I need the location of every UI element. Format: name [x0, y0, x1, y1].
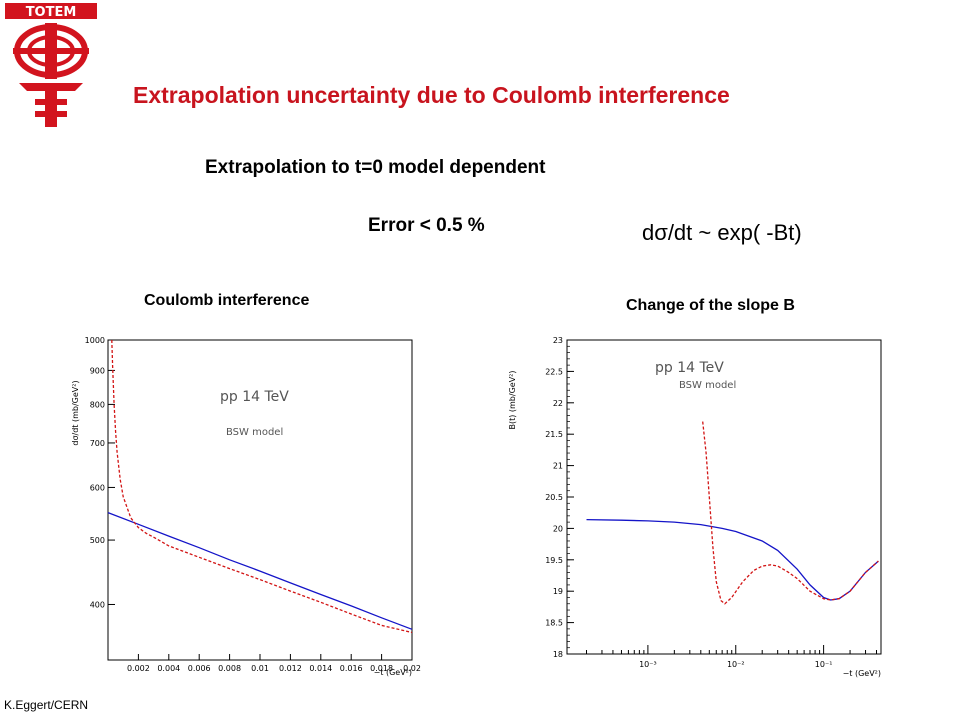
chart2-y-tick-label: 22 [553, 399, 563, 408]
footer-author: K.Eggert/CERN [4, 698, 89, 712]
formula: dσ/dt ~ exp( -Bt) [642, 220, 802, 245]
chart2-series-exponential [586, 518, 879, 601]
chart2-y-tick-label: 19.5 [545, 556, 563, 565]
caption-slope: Change of the slope B [626, 297, 795, 314]
chart2-y-tick-label: 21.5 [545, 430, 563, 439]
chart1-x-tick-label: 0.014 [309, 664, 332, 673]
chart2-x-label: −t (GeV²) [843, 669, 881, 678]
chart2-y-tick-label: 19 [553, 587, 563, 596]
chart2-y-tick-label: 20 [553, 524, 563, 533]
chart2-y-tick-label: 18.5 [545, 619, 563, 628]
chart1-x-tick-label: 0.016 [340, 664, 363, 673]
chart2-x-tick-label: 10⁻¹ [815, 660, 833, 669]
logo-text: TOTEM [26, 5, 77, 20]
chart1-y-tick-label: 800 [90, 400, 105, 409]
chart1-y-tick-label: 400 [90, 600, 105, 609]
chart-coulomb: 0.002 0.004 0.006 0.008 0.01 0.012 0.014 0.016 0… [71, 336, 421, 677]
chart2-y-tick-label: 21 [553, 462, 563, 471]
chart1-x-tick-label: 0.004 [157, 664, 180, 673]
chart1-x-tick-label: 0.012 [279, 664, 302, 673]
chart2-x-tick-label: 10⁻³ [639, 660, 657, 669]
caption-coulomb: Coulomb interference [144, 292, 310, 309]
totem-logo-graphic: TOTEM [5, 3, 97, 127]
chart-slope: 10⁻³ 10⁻² 10⁻¹ 18 18.5 19 19.5 20 20.5 21 21.5 22 22… [508, 336, 882, 678]
chart2-x-tick-label: 10⁻² [727, 660, 745, 669]
slide-title: Extrapolation uncertainty due to Coulomb… [133, 82, 730, 108]
totem-logo: TOTEM [5, 3, 97, 136]
chart1-x-tick-label: 0.01 [251, 664, 269, 673]
chart1-annotation-model: BSW model [226, 427, 283, 438]
chart1-x-tick-label: 0.008 [218, 664, 241, 673]
chart1-y-label: dσ/dt (mb/GeV²) [71, 380, 80, 445]
chart1-series-exponential [107, 511, 413, 630]
chart1-x-label: −t (GeV²) [374, 668, 412, 677]
chart1-y-tick-label: 500 [90, 536, 105, 545]
chart2-y-tick-label: 20.5 [545, 493, 563, 502]
chart2-annotation-model: BSW model [679, 380, 736, 391]
chart1-annotation-energy: pp 14 TeV [220, 389, 289, 405]
subtitle-extrapolation: Extrapolation to t=0 model dependent [205, 157, 546, 178]
chart1-y-tick-label: 900 [90, 366, 105, 375]
chart1-x-tick-label: 0.006 [188, 664, 211, 673]
chart2-y-tick-label: 22.5 [545, 367, 563, 376]
subtitle-error: Error < 0.5 % [368, 215, 485, 236]
chart1-series-coulomb [111, 339, 413, 634]
chart2-y-tick-label: 23 [553, 336, 563, 345]
chart1-y-tick-label: 700 [90, 439, 105, 448]
chart1-x-tick-label: 0.02 [403, 664, 421, 673]
chart2-y-tick-label: 18 [553, 650, 563, 659]
chart1-y-tick-label: 1000 [85, 336, 105, 345]
chart2-series-coulomb [702, 421, 879, 605]
chart2-y-label: B(t) (mb/GeV²) [508, 370, 517, 429]
chart1-x-tick-label: 0.018 [370, 664, 393, 673]
chart1-y-tick-label: 600 [90, 483, 105, 492]
chart1-x-tick-label: 0.002 [127, 664, 150, 673]
chart2-annotation-energy: pp 14 TeV [655, 360, 724, 376]
